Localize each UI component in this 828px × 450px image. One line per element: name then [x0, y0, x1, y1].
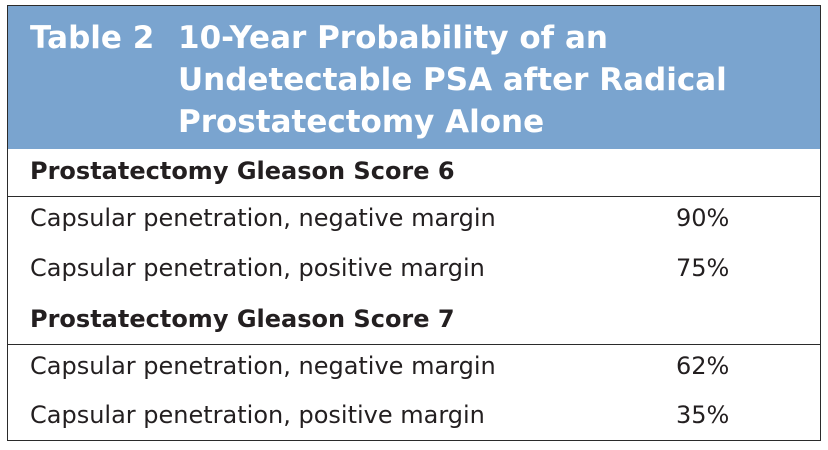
row-value: 75% [676, 254, 730, 282]
table-title-line-2: Undetectable PSA after Radical [178, 62, 727, 98]
section-divider [8, 344, 820, 345]
table-title-line-3: Prostatectomy Alone [178, 104, 545, 140]
table-row: Capsular penetration, negative margin 62… [8, 352, 820, 392]
table-row: Capsular penetration, positive margin 35… [8, 401, 820, 441]
row-value: 90% [676, 204, 730, 232]
row-label: Capsular penetration, positive margin [30, 254, 485, 282]
probability-table: Table 2 10-Year Probability of an Undete… [7, 5, 821, 441]
section-heading-gleason-6: Prostatectomy Gleason Score 6 [30, 157, 455, 185]
table-number: Table 2 [30, 20, 155, 56]
table-title-line-1: 10-Year Probability of an [178, 20, 608, 56]
row-value: 62% [676, 352, 730, 380]
section-heading-gleason-7: Prostatectomy Gleason Score 7 [30, 305, 455, 333]
section-divider [8, 196, 820, 197]
row-label: Capsular penetration, negative margin [30, 204, 496, 232]
table-header: Table 2 10-Year Probability of an Undete… [8, 6, 820, 149]
row-label: Capsular penetration, positive margin [30, 401, 485, 429]
table-title: 10-Year Probability of an Undetectable P… [178, 17, 798, 143]
table-row: Capsular penetration, negative margin 90… [8, 204, 820, 244]
table-row: Capsular penetration, positive margin 75… [8, 254, 820, 294]
row-label: Capsular penetration, negative margin [30, 352, 496, 380]
row-value: 35% [676, 401, 730, 429]
